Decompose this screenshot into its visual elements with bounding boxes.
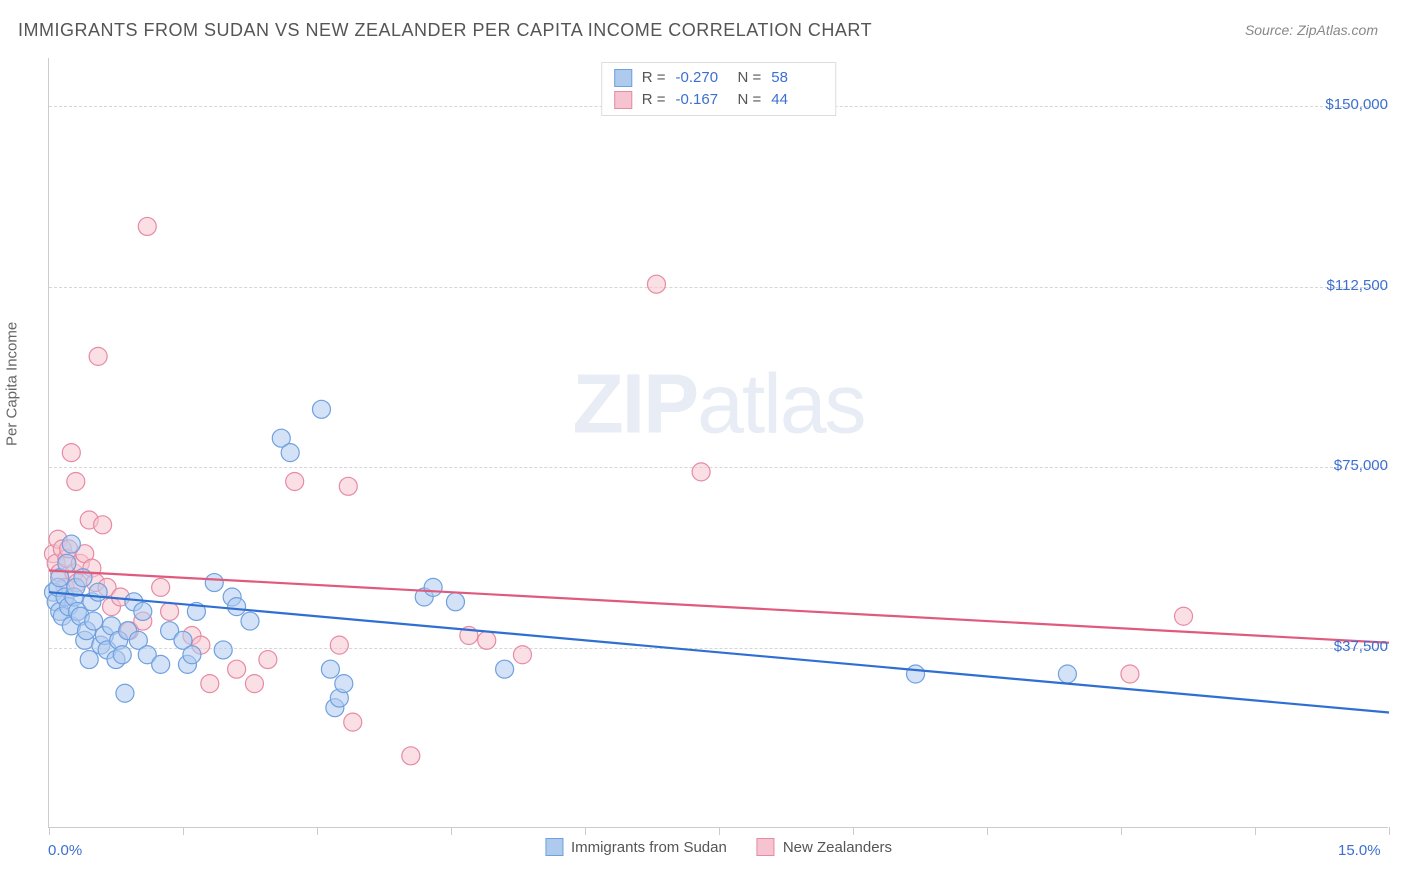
data-point — [201, 675, 219, 693]
y-tick-label: $150,000 — [1325, 96, 1388, 113]
swatch-series-b — [757, 838, 775, 856]
data-point — [183, 646, 201, 664]
y-axis-label: Per Capita Income — [4, 322, 21, 446]
y-tick-label: $37,500 — [1334, 638, 1388, 655]
scatter-svg — [49, 58, 1388, 827]
data-point — [478, 631, 496, 649]
x-tick-label: 15.0% — [1338, 842, 1381, 859]
x-tick-label: 0.0% — [48, 842, 82, 859]
data-point — [80, 651, 98, 669]
data-point — [228, 598, 246, 616]
n-value: 58 — [771, 67, 823, 89]
y-tick-label: $75,000 — [1334, 457, 1388, 474]
data-point — [152, 655, 170, 673]
data-point — [339, 477, 357, 495]
r-label: R = — [642, 67, 666, 89]
data-point — [312, 400, 330, 418]
data-point — [94, 516, 112, 534]
data-point — [402, 747, 420, 765]
data-point — [134, 602, 152, 620]
data-point — [330, 636, 348, 654]
data-point — [513, 646, 531, 664]
data-point — [58, 554, 76, 572]
data-point — [647, 275, 665, 293]
plot-area: ZIPatlas R = -0.270 N = 58 R = -0.167 N … — [48, 58, 1388, 828]
data-point — [161, 602, 179, 620]
data-point — [1121, 665, 1139, 683]
legend-item: Immigrants from Sudan — [545, 838, 727, 856]
data-point — [446, 593, 464, 611]
data-point — [228, 660, 246, 678]
data-point — [152, 578, 170, 596]
r-value: -0.270 — [676, 67, 728, 89]
data-point — [214, 641, 232, 659]
data-point — [116, 684, 134, 702]
legend-correlation-box: R = -0.270 N = 58 R = -0.167 N = 44 — [601, 62, 837, 116]
swatch-series-a — [614, 69, 632, 87]
data-point — [62, 535, 80, 553]
n-label: N = — [738, 89, 762, 111]
data-point — [89, 347, 107, 365]
legend-row: R = -0.167 N = 44 — [614, 89, 824, 111]
data-point — [281, 444, 299, 462]
data-point — [344, 713, 362, 731]
swatch-series-b — [614, 91, 632, 109]
chart-title: IMMIGRANTS FROM SUDAN VS NEW ZEALANDER P… — [18, 20, 872, 41]
data-point — [62, 444, 80, 462]
legend-item: New Zealanders — [757, 838, 892, 856]
regression-line — [49, 571, 1389, 643]
data-point — [259, 651, 277, 669]
swatch-series-a — [545, 838, 563, 856]
data-point — [424, 578, 442, 596]
data-point — [241, 612, 259, 630]
data-point — [335, 675, 353, 693]
correlation-chart: IMMIGRANTS FROM SUDAN VS NEW ZEALANDER P… — [0, 0, 1406, 892]
r-label: R = — [642, 89, 666, 111]
data-point — [692, 463, 710, 481]
data-point — [245, 675, 263, 693]
y-tick-label: $112,500 — [1327, 277, 1388, 294]
data-point — [67, 473, 85, 491]
legend-label: New Zealanders — [783, 839, 892, 856]
data-point — [907, 665, 925, 683]
n-value: 44 — [771, 89, 823, 111]
data-point — [113, 646, 131, 664]
data-point — [496, 660, 514, 678]
legend-label: Immigrants from Sudan — [571, 839, 727, 856]
data-point — [1175, 607, 1193, 625]
data-point — [1058, 665, 1076, 683]
n-label: N = — [738, 67, 762, 89]
data-point — [286, 473, 304, 491]
legend-series-box: Immigrants from Sudan New Zealanders — [545, 838, 892, 856]
legend-row: R = -0.270 N = 58 — [614, 67, 824, 89]
data-point — [205, 574, 223, 592]
data-point — [321, 660, 339, 678]
data-point — [89, 583, 107, 601]
source-attribution: Source: ZipAtlas.com — [1245, 22, 1378, 38]
r-value: -0.167 — [676, 89, 728, 111]
data-point — [138, 217, 156, 235]
